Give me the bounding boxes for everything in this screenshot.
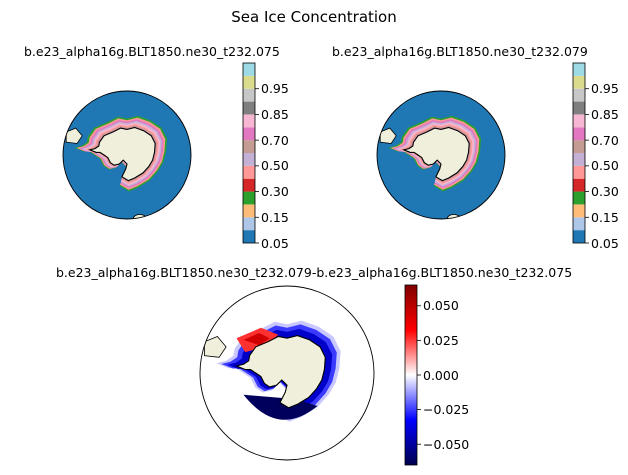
antarctica-land bbox=[88, 126, 156, 182]
colorbar-gradient bbox=[404, 284, 418, 466]
colorbar-segment bbox=[243, 230, 255, 243]
colorbar-tick-label: 0.30 bbox=[591, 184, 619, 200]
colorbar-tick-label: 0.50 bbox=[261, 158, 289, 174]
map-boundary bbox=[62, 90, 192, 220]
colorbar-tick-label: −0.050 bbox=[423, 436, 470, 452]
colorbar-segment bbox=[243, 101, 255, 115]
diff-pos-core bbox=[243, 333, 270, 346]
colorbar-segment bbox=[243, 217, 255, 231]
colorbar-segment bbox=[243, 63, 255, 76]
colorbar-tick-label: 0.50 bbox=[591, 158, 619, 174]
colorbar-segment bbox=[243, 165, 255, 179]
south-america-tip bbox=[65, 127, 83, 144]
colorbar-segment bbox=[573, 127, 585, 141]
colorbar-segment bbox=[573, 140, 585, 153]
colorbar-segment bbox=[573, 114, 585, 128]
colorbar-segment bbox=[243, 127, 255, 141]
panel-title-difference: b.e23_alpha16g.BLT1850.ne30_t232.079-b.e… bbox=[56, 265, 573, 280]
colorbar-segment bbox=[243, 204, 255, 218]
colorbar-tick-label: 0.15 bbox=[261, 209, 289, 225]
colorbar-tick-label: 0.000 bbox=[423, 367, 459, 383]
colorbar-segment bbox=[573, 217, 585, 231]
colorbar-segment bbox=[573, 204, 585, 218]
colorbar-tick-label: 0.050 bbox=[423, 298, 459, 314]
colorbar-tick-label: 0.15 bbox=[591, 209, 619, 225]
colorbar-tick-label: 0.85 bbox=[591, 106, 619, 122]
colorbar-segment bbox=[573, 191, 585, 205]
figure-suptitle: Sea Ice Concentration bbox=[231, 8, 397, 26]
colorbar-tick-label: 0.30 bbox=[261, 184, 289, 200]
map-boundary bbox=[199, 285, 375, 461]
colorbar-segment bbox=[243, 75, 255, 89]
colorbar-segment bbox=[243, 153, 255, 166]
map-boundary bbox=[376, 90, 506, 220]
colorbar-tick-label: −0.025 bbox=[423, 402, 470, 418]
colorbar-segment bbox=[573, 75, 585, 89]
south-america-tip bbox=[379, 127, 397, 144]
colorbar-tick-label: 0.70 bbox=[591, 132, 619, 148]
difference-map bbox=[200, 286, 374, 460]
colorbar-tick-label: 0.85 bbox=[261, 106, 289, 122]
colorbar-tick-label: 0.70 bbox=[261, 132, 289, 148]
colorbar-tick-label: 0.95 bbox=[261, 81, 289, 97]
colorbar-segment bbox=[573, 153, 585, 166]
ice-map-1 bbox=[377, 91, 505, 219]
colorbar-segment bbox=[573, 178, 585, 192]
antarctica-land bbox=[402, 126, 470, 182]
colorbar-tick-label: 0.05 bbox=[261, 235, 289, 251]
south-america-tip bbox=[203, 336, 227, 358]
colorbar-frame bbox=[242, 62, 256, 244]
colorbar-segment bbox=[243, 191, 255, 205]
colorbar-segment bbox=[243, 88, 255, 102]
colorbar-tick-label: 0.025 bbox=[423, 332, 459, 348]
colorbar-segment bbox=[573, 230, 585, 243]
ice-map-0 bbox=[63, 91, 191, 219]
colorbar-tick-label: 0.05 bbox=[591, 235, 619, 251]
colorbar-segment bbox=[573, 165, 585, 179]
colorbar-segment bbox=[243, 114, 255, 128]
colorbar-segment bbox=[573, 63, 585, 76]
colorbar-segment bbox=[573, 88, 585, 102]
colorbar-frame bbox=[572, 62, 586, 244]
panel-title-075: b.e23_alpha16g.BLT1850.ne30_t232.075 bbox=[24, 44, 280, 59]
antarctica-land bbox=[234, 335, 326, 409]
colorbar-segment bbox=[573, 101, 585, 115]
colorbar-tick-label: 0.95 bbox=[591, 81, 619, 97]
colorbar-segment bbox=[243, 178, 255, 192]
panel-title-079: b.e23_alpha16g.BLT1850.ne30_t232.079 bbox=[332, 44, 588, 59]
colorbar-segment bbox=[243, 140, 255, 153]
